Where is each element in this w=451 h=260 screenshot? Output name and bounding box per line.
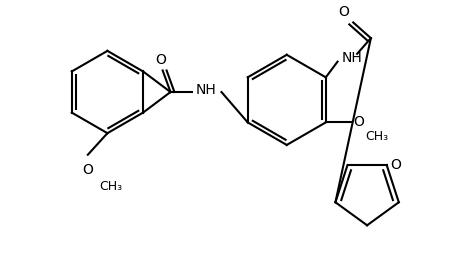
Text: O: O <box>82 162 93 177</box>
Text: O: O <box>337 4 348 18</box>
Text: CH₃: CH₃ <box>99 180 123 193</box>
Text: NH: NH <box>341 51 361 65</box>
Text: O: O <box>155 53 166 67</box>
Text: O: O <box>390 158 400 172</box>
Text: O: O <box>352 115 364 129</box>
Text: CH₃: CH₃ <box>364 130 387 143</box>
Text: NH: NH <box>196 83 216 97</box>
